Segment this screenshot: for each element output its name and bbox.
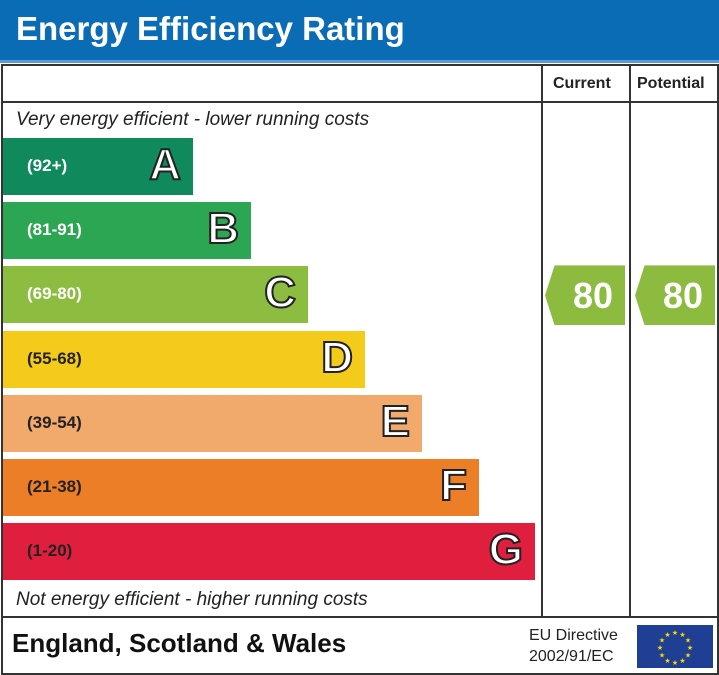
band-E: (39-54) E [3, 394, 422, 452]
band-letter: F [439, 460, 468, 511]
current-value: 80 [572, 275, 614, 317]
divider [629, 64, 631, 617]
star-icon: ★ [672, 629, 678, 637]
band-letter: C [263, 267, 297, 318]
divider [1, 101, 717, 103]
band-C: (69-80) C [3, 266, 308, 324]
potential-value: 80 [662, 275, 704, 317]
top-note: Very energy efficient - lower running co… [16, 109, 370, 130]
band-A: (92+) A [3, 138, 193, 195]
divider [541, 64, 543, 617]
eu-flag-icon: ★ ★ ★ ★ ★ ★ ★ ★ ★ ★ ★ ★ [637, 625, 713, 668]
band-range: (69-80) [27, 284, 82, 304]
star-icon: ★ [659, 652, 665, 660]
band-letter: G [488, 524, 524, 575]
band-G: (1-20) G [3, 523, 535, 581]
potential-rating-arrow: 80 [635, 265, 715, 326]
eu-directive-label: EU Directive [529, 627, 618, 644]
star-icon: ★ [685, 652, 691, 660]
band-range: (92+) [27, 156, 68, 175]
band-range: (81-91) [27, 220, 82, 240]
eu-directive-number: 2002/91/EC [529, 648, 614, 665]
band-letter: E [380, 396, 411, 447]
column-potential: Potential [637, 75, 705, 92]
band-range: (21-38) [27, 477, 82, 496]
title: Energy Efficiency Rating [16, 10, 405, 47]
band-letter: B [206, 203, 240, 254]
star-icon: ★ [664, 631, 670, 639]
star-icon: ★ [687, 644, 693, 652]
band-range: (39-54) [27, 412, 82, 432]
star-icon: ★ [664, 657, 670, 665]
bottom-note: Not energy efficient - higher running co… [16, 589, 368, 610]
region-label: England, Scotland & Wales [12, 628, 347, 658]
star-icon: ★ [657, 644, 663, 652]
band-letter: D [320, 332, 354, 383]
band-B: (81-91) B [3, 202, 251, 260]
star-icon: ★ [659, 637, 665, 645]
star-icon: ★ [679, 657, 685, 665]
band-range: (55-68) [27, 348, 82, 368]
header: Energy Efficiency Rating [0, 0, 719, 63]
star-icon: ★ [672, 659, 678, 667]
band-range: (1-20) [27, 541, 73, 561]
column-current: Current [553, 75, 611, 92]
current-rating-arrow: 80 [545, 265, 625, 326]
band-D: (55-68) D [3, 330, 365, 388]
band-letter: A [148, 139, 182, 190]
chart-frame [1, 64, 719, 675]
divider [1, 616, 717, 618]
star-icon: ★ [679, 631, 685, 639]
star-icon: ★ [685, 637, 691, 645]
band-F: (21-38) F [3, 459, 479, 516]
